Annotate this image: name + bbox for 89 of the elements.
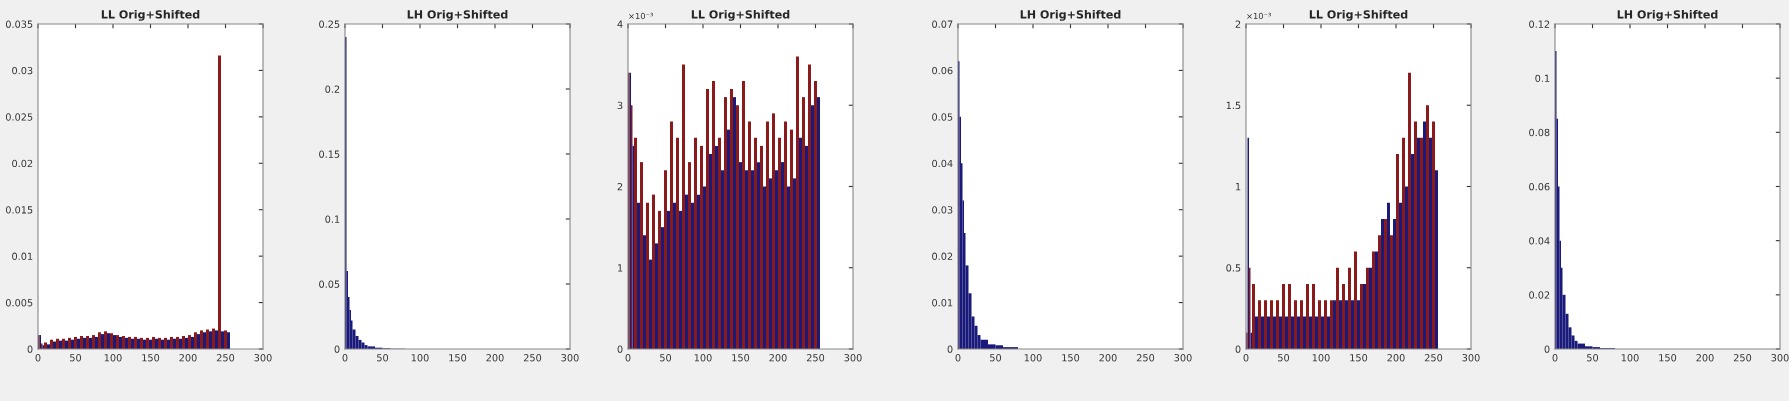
y-tick-label: 0 bbox=[334, 345, 340, 353]
y-tick-label: 0 bbox=[1544, 345, 1550, 353]
x-tick-label: 50 bbox=[990, 354, 1002, 362]
x-tick-label: 100 bbox=[1312, 354, 1330, 362]
x-tick-label: 150 bbox=[1659, 354, 1677, 362]
x-tick-label: 0 bbox=[955, 354, 961, 362]
x-tick-label: 250 bbox=[1733, 354, 1752, 362]
x-tick-label: 100 bbox=[1621, 354, 1639, 362]
x-tick-label: 300 bbox=[1771, 354, 1789, 362]
y-tick-label: 0.1 bbox=[1535, 74, 1550, 82]
x-tick-label: 200 bbox=[1099, 354, 1117, 362]
y-tick-label: 0 bbox=[1235, 345, 1241, 353]
y-tick-label: 2 bbox=[1235, 20, 1241, 28]
x-tick-label: 200 bbox=[1696, 354, 1714, 362]
x-tick-label: 150 bbox=[1350, 354, 1368, 362]
y-tick-label: 0.08 bbox=[1529, 128, 1550, 137]
y-tick-label: 3 bbox=[617, 101, 623, 110]
y-tick-label: 0.01 bbox=[932, 299, 953, 307]
y-tick-label: 1 bbox=[1236, 183, 1241, 191]
x-tick-label: 200 bbox=[486, 354, 504, 362]
x-tick-label: 50 bbox=[70, 354, 82, 362]
y-tick-label: 1 bbox=[618, 264, 623, 272]
x-tick-label: 50 bbox=[377, 354, 389, 362]
x-tick-label: 50 bbox=[1278, 354, 1290, 362]
y-tick-label: 0.25 bbox=[319, 20, 340, 28]
y-tick-label: 0.07 bbox=[932, 20, 953, 28]
x-tick-label: 100 bbox=[104, 354, 122, 362]
x-tick-label: 0 bbox=[625, 354, 631, 362]
y-tick-label: 2 bbox=[617, 182, 623, 191]
chart-title: LH Orig+Shifted bbox=[1020, 10, 1121, 21]
chart-title: LL Orig+Shifted bbox=[101, 10, 200, 21]
x-tick-label: 100 bbox=[1024, 354, 1042, 362]
y-tick-label: 0.12 bbox=[1529, 20, 1550, 28]
x-tick-label: 250 bbox=[1136, 354, 1155, 362]
chart-title: LH Orig+Shifted bbox=[1617, 10, 1718, 21]
y-tick-label: 0.04 bbox=[932, 159, 953, 168]
y-tick-label: 0.01 bbox=[12, 252, 33, 260]
y-tick-label: 0 bbox=[617, 345, 623, 353]
y-tick-label: 0.05 bbox=[319, 280, 340, 288]
x-tick-label: 0 bbox=[1243, 354, 1249, 362]
x-tick-label: 250 bbox=[1424, 354, 1443, 362]
x-tick-label: 300 bbox=[561, 354, 579, 362]
x-tick-label: 100 bbox=[411, 354, 429, 362]
x-tick-label: 150 bbox=[1062, 354, 1080, 362]
y-tick-label: 0.02 bbox=[12, 159, 33, 168]
y-tick-label: 0.15 bbox=[319, 150, 340, 158]
x-tick-label: 200 bbox=[769, 354, 787, 362]
y-tick-label: 0.04 bbox=[1529, 237, 1550, 245]
x-tick-label: 200 bbox=[179, 354, 197, 362]
y-tick-label: 0.025 bbox=[5, 113, 33, 121]
x-tick-label: 300 bbox=[844, 354, 862, 362]
y-tick-label: 0.02 bbox=[932, 252, 953, 260]
y-tick-label: 1.5 bbox=[1226, 101, 1241, 110]
x-tick-label: 250 bbox=[806, 354, 825, 362]
x-tick-label: 50 bbox=[660, 354, 672, 362]
x-tick-label: 300 bbox=[1462, 354, 1480, 362]
y-tick-label: 0.03 bbox=[932, 206, 953, 214]
text: ×10⁻³ bbox=[1247, 12, 1271, 20]
x-tick-label: 200 bbox=[1387, 354, 1405, 362]
chart-title: LL Orig+Shifted bbox=[691, 10, 790, 21]
y-tick-label: 0.06 bbox=[1529, 182, 1550, 191]
y-tick-label: 0.035 bbox=[5, 20, 33, 28]
y-tick-label: 0.06 bbox=[932, 66, 953, 75]
x-tick-label: 0 bbox=[35, 354, 41, 362]
x-tick-label: 300 bbox=[1174, 354, 1192, 362]
y-tick-label: 0 bbox=[947, 345, 953, 353]
y-tick-label: 0.05 bbox=[932, 113, 953, 121]
chart-title: LH Orig+Shifted bbox=[407, 10, 508, 21]
y-tick-label: 0.015 bbox=[5, 206, 33, 214]
x-tick-label: 0 bbox=[1552, 354, 1558, 362]
y-tick-label: 0 bbox=[27, 345, 33, 353]
x-tick-label: 100 bbox=[694, 354, 712, 362]
x-tick-label: 150 bbox=[449, 354, 467, 362]
y-tick-label: 0.02 bbox=[1529, 291, 1550, 299]
text: ×10⁻³ bbox=[629, 12, 653, 20]
x-tick-label: 250 bbox=[523, 354, 542, 362]
x-tick-label: 50 bbox=[1587, 354, 1599, 362]
x-tick-label: 300 bbox=[254, 354, 272, 362]
y-tick-label: 0.005 bbox=[5, 299, 33, 307]
y-tick-label: 0.5 bbox=[1226, 264, 1241, 272]
y-tick-label: 0.1 bbox=[325, 215, 340, 223]
x-tick-label: 0 bbox=[342, 354, 348, 362]
y-tick-label: 0.03 bbox=[12, 66, 33, 75]
x-tick-label: 250 bbox=[216, 354, 235, 362]
chart-title: LL Orig+Shifted bbox=[1309, 10, 1408, 21]
x-tick-label: 150 bbox=[732, 354, 750, 362]
y-tick-label: 4 bbox=[617, 20, 623, 28]
y-tick-label: 0.2 bbox=[325, 85, 340, 93]
x-tick-label: 150 bbox=[142, 354, 160, 362]
